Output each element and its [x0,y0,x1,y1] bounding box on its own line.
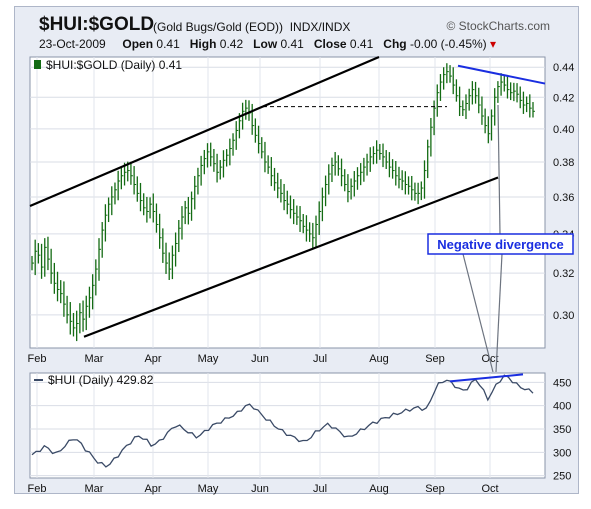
hui-legend-label: $HUI (Daily) 429.82 [48,373,154,387]
down-arrow-icon: ▾ [490,37,497,51]
hui-x-tick-label: Mar [85,483,104,495]
upper-channel-line [29,55,380,208]
hui-x-tick-label: Apr [144,483,161,495]
price-bars [31,63,535,342]
symbol-description: (Gold Bugs/Gold (EOD)) INDX/INDX [153,20,351,34]
hui-line-series [31,374,534,468]
hui-top-trendline [449,373,524,383]
price-top-trendline [457,64,546,85]
hui-x-tick-label: Sep [425,483,445,495]
hui-x-tick-label: Feb [28,483,47,495]
price-x-tick-label: May [198,353,219,365]
divergence-connector [497,104,501,235]
divergence-label-box [427,233,574,255]
hui-y-tick-label: 400 [553,401,571,413]
price-x-tick-label: Feb [28,353,47,365]
price-y-tick-label: 0.36 [553,192,574,204]
price-x-tick-label: Sep [425,353,445,365]
price-x-tick-label: Apr [144,353,161,365]
price-y-tick-label: 0.38 [553,157,574,169]
hui-y-tick-label: 450 [553,377,571,389]
hui-y-tick-label: 350 [553,424,571,436]
hui-legend: $HUI (Daily) 429.82 [34,373,154,387]
hui-x-tick-label: Jul [313,483,327,495]
divergence-connector [495,253,503,373]
hui-x-tick-label: Oct [481,483,498,495]
price-y-tick-label: 0.30 [553,310,574,322]
symbol-title: $HUI:$GOLD [39,14,155,35]
legend-swatch [34,60,41,69]
hui-x-tick-label: Aug [369,483,389,495]
price-legend: $HUI:$GOLD (Daily) 0.41 [34,58,182,72]
price-y-tick-label: 0.40 [553,124,574,136]
lower-channel-line [83,176,499,338]
hui-x-tick-label: May [198,483,219,495]
stockcharts-logo: © StockCharts.com [446,19,550,33]
divergence-label: Negative divergence [437,237,563,252]
price-x-tick-label: Mar [85,353,104,365]
price-y-tick-label: 0.44 [553,62,574,74]
price-x-tick-label: Jul [313,353,327,365]
price-y-tick-label: 0.32 [553,268,574,280]
price-y-tick-label: 0.42 [553,92,574,104]
price-legend-label: $HUI:$GOLD (Daily) 0.41 [46,58,182,72]
hui-x-tick-label: Jun [251,483,269,495]
price-x-tick-label: Jun [251,353,269,365]
price-x-tick-label: Aug [369,353,389,365]
hui-panel [29,372,546,479]
ohlc-readout: 23-Oct-2009 Open 0.41 High 0.42 Low 0.41… [39,37,497,51]
divergence-connector [462,253,494,373]
hui-y-tick-label: 300 [553,447,571,459]
hui-y-tick-label: 250 [553,471,571,483]
